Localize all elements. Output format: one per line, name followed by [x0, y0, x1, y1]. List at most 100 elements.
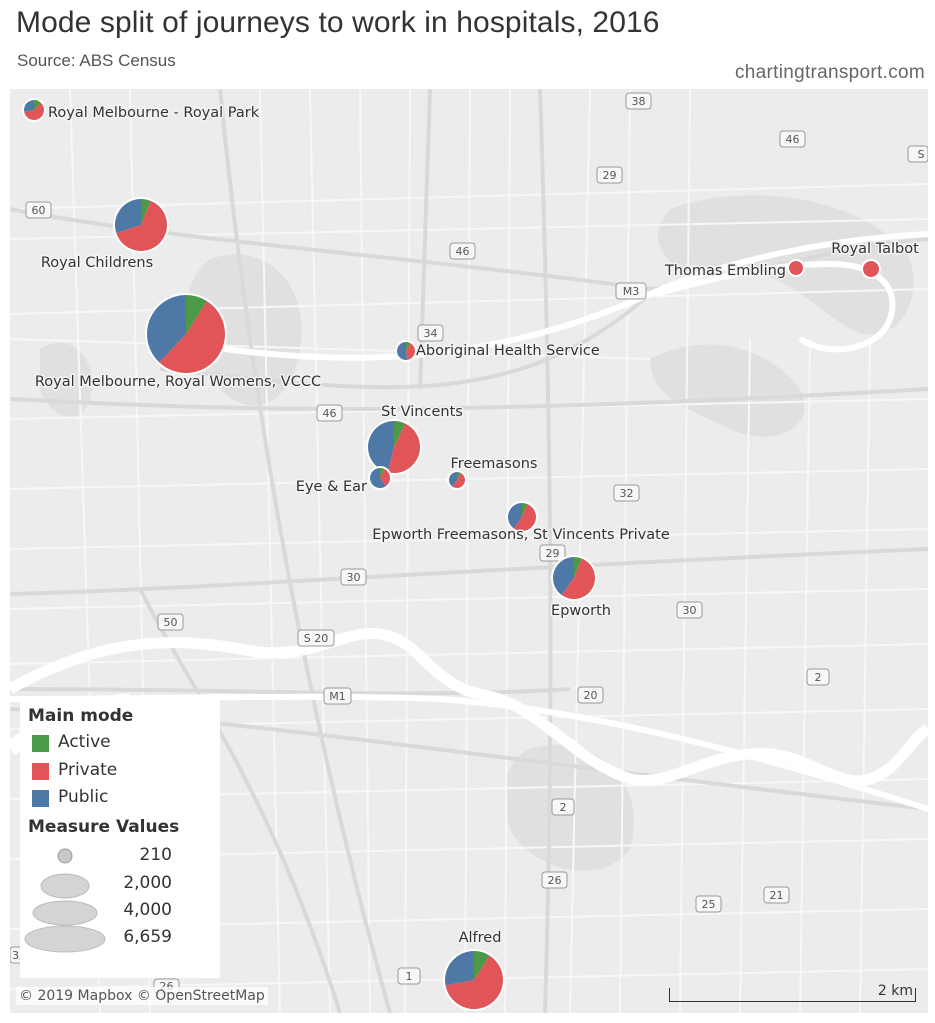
hospital-labels: Royal Melbourne - Royal Park Royal Childr… [33, 104, 920, 948]
svg-text:M1: M1 [329, 690, 346, 703]
yarra-river [10, 628, 928, 787]
hospital-pie[interactable] [447, 470, 467, 490]
road-shield: S [907, 145, 928, 163]
hospital-label: Royal Melbourne, Royal Womens, VCCC [35, 374, 321, 390]
svg-text:38: 38 [632, 95, 646, 108]
hospital-pie[interactable] [787, 259, 805, 277]
svg-text:46: 46 [786, 133, 800, 146]
map-title: Mode split of journeys to work in hospit… [16, 6, 660, 39]
hospital-pie[interactable] [145, 293, 227, 375]
road-shield: 2 [551, 798, 575, 816]
road-shield: 2 [806, 668, 830, 686]
pie-slice-active[interactable] [34, 100, 41, 110]
pie-slice-active[interactable] [394, 421, 406, 447]
pie-slice-private[interactable] [387, 423, 421, 474]
hospital-label: Royal Childrens [41, 255, 153, 271]
hospital-label: Alfred [459, 930, 502, 946]
basemap: 38 46 S 29 60 46 M3 34 46 32 29 30 30 50… [10, 89, 928, 1013]
pie-slice-private[interactable] [159, 301, 225, 373]
legend: Main mode Active Private Public Measure … [20, 700, 220, 978]
pie-slice-active[interactable] [380, 468, 385, 478]
pie-slice-public[interactable] [507, 503, 522, 529]
pie-slice-public[interactable] [553, 557, 574, 595]
road-shield: 46 [449, 242, 476, 260]
brand-link[interactable]: chartingtransport.com [734, 62, 925, 83]
pie-slice-private[interactable] [863, 261, 879, 277]
pie-slice-public[interactable] [370, 468, 386, 489]
pie-slice-private[interactable] [561, 558, 595, 599]
hospital-pie[interactable] [443, 949, 505, 1011]
legend-size-210: 210 [139, 845, 172, 865]
pie-slice-private[interactable] [380, 468, 391, 487]
hospital-pie[interactable] [861, 259, 881, 279]
hospital-pie[interactable] [368, 466, 392, 490]
legend-label-active: Active [58, 732, 111, 752]
pie-slice-active[interactable] [522, 503, 528, 517]
legend-swatch-private [32, 763, 49, 780]
road-shield: 50 [157, 613, 184, 631]
road-shield: 20 [577, 686, 604, 704]
pie-slice-public[interactable] [367, 421, 394, 473]
road-shield: M1 [323, 687, 352, 705]
pie-slice-active[interactable] [574, 557, 582, 578]
pie-slice-private[interactable] [445, 955, 503, 1009]
hospital-pie[interactable] [551, 555, 597, 601]
legend-size-circles [24, 848, 106, 953]
road-shield: 25 [695, 895, 722, 913]
legend-size-6659: 6,659 [123, 927, 172, 947]
pie-slice-public[interactable] [115, 199, 141, 234]
hospital-pie[interactable] [22, 98, 46, 122]
pie-slice-active[interactable] [141, 199, 151, 225]
scale-label: 2 km [877, 983, 913, 999]
map-subtitle: Source: ABS Census [17, 51, 176, 70]
pie-slice-private[interactable] [406, 343, 416, 360]
legend-swatch-active [32, 735, 49, 752]
pie-slice-private[interactable] [24, 102, 44, 120]
pie-slice-private[interactable] [452, 472, 465, 488]
svg-text:60: 60 [32, 204, 46, 217]
road-shield: M3 [615, 282, 647, 300]
hospital-label: Royal Melbourne - Royal Park [48, 105, 260, 121]
pie-slice-active[interactable] [474, 951, 490, 980]
hospital-pie[interactable] [366, 419, 422, 475]
svg-text:26: 26 [548, 874, 562, 887]
svg-text:2: 2 [815, 671, 822, 684]
pie-slice-public[interactable] [449, 472, 457, 487]
svg-text:50: 50 [164, 616, 178, 629]
map-canvas[interactable]: 38 46 S 29 60 46 M3 34 46 32 29 30 30 50… [10, 89, 928, 1013]
pie-slice-private[interactable] [513, 503, 536, 531]
pie-slice-public[interactable] [445, 951, 474, 986]
pie-slice-public[interactable] [24, 100, 34, 112]
pie-slice-public[interactable] [147, 295, 186, 363]
svg-text:30: 30 [347, 571, 361, 584]
svg-text:S: S [918, 148, 925, 161]
svg-text:21: 21 [770, 889, 784, 902]
road-shield: 38 [625, 92, 652, 110]
size-circle-210 [57, 848, 73, 864]
legend-label-public: Public [58, 787, 109, 807]
pie-slice-private[interactable] [789, 261, 803, 275]
legend-size-title: Measure Values [28, 817, 180, 837]
svg-text:25: 25 [702, 898, 716, 911]
hospital-label: Epworth [551, 603, 611, 619]
hospital-label: Freemasons [451, 456, 538, 472]
map-attribution[interactable]: © 2019 Mapbox © OpenStreetMap [16, 987, 268, 1005]
pie-slice-active[interactable] [457, 471, 461, 480]
svg-text:29: 29 [546, 547, 560, 560]
road-shield: 46 [779, 130, 806, 148]
pie-slice-private[interactable] [116, 200, 167, 252]
hospital-pie[interactable] [113, 197, 169, 253]
road-shield: 46 [316, 404, 343, 422]
road-shield: 30 [676, 601, 703, 619]
svg-text:20: 20 [584, 689, 598, 702]
svg-text:46: 46 [456, 245, 470, 258]
road-shield: 29 [539, 544, 566, 562]
hospital-pie[interactable] [506, 501, 538, 533]
pie-slice-public[interactable] [397, 342, 408, 360]
svg-text:34: 34 [424, 327, 438, 340]
pie-slice-active[interactable] [186, 295, 207, 334]
pie-slice-active[interactable] [406, 342, 411, 351]
hospital-pie[interactable] [395, 340, 417, 362]
hospital-pies [22, 98, 881, 1011]
legend-mode-title: Main mode [28, 706, 134, 726]
